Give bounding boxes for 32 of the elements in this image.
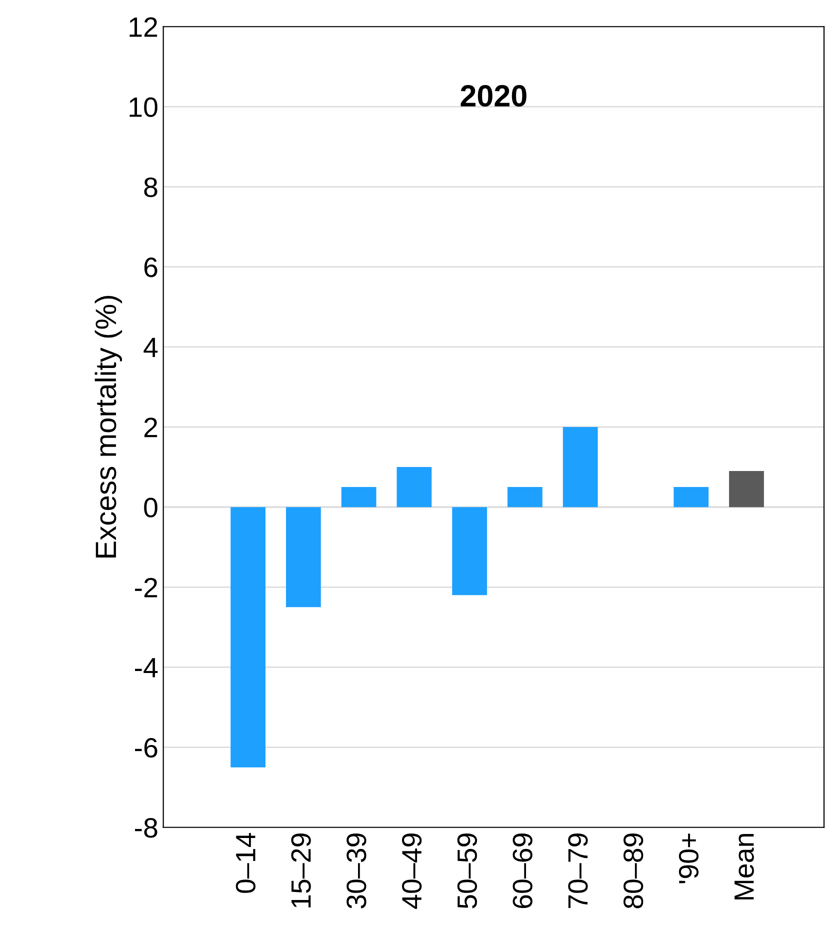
y-tick-label: -2 [134, 578, 158, 598]
y-tick-label: -8 [134, 818, 158, 838]
x-tick-label: Mean [734, 834, 754, 900]
y-tick-label: 10 [130, 97, 158, 118]
x-tick-label: '90+ [678, 834, 699, 884]
x-tick-label: 15–29 [291, 834, 311, 908]
x-tick-label: 0–14 [236, 833, 256, 893]
x-tick-label: 80–89 [624, 834, 644, 908]
y-tick-label: 12 [130, 17, 158, 37]
bar [674, 487, 709, 508]
y-tick-label: 4 [144, 338, 158, 357]
bar [286, 507, 321, 608]
text: 2020 [460, 85, 526, 107]
y-tick-label: 8 [144, 177, 158, 198]
bar [452, 507, 488, 596]
y-tick-label: 2 [144, 418, 158, 438]
y-axis-title: Excess mortality (%) [94, 296, 122, 558]
y-tick-label: 0 [144, 498, 158, 518]
bar [396, 467, 432, 508]
bar [562, 427, 598, 508]
x-tick-label: 50–59 [457, 834, 478, 908]
x-tick-label: 60–69 [512, 834, 532, 908]
x-tick-label: 40–49 [402, 834, 422, 909]
y-tick-label: 6 [144, 258, 158, 278]
x-tick-label: 30–39 [346, 834, 366, 908]
bar [230, 507, 266, 768]
y-tick-label: -4 [134, 658, 158, 678]
y-tick-label: -6 [134, 738, 158, 758]
bar [341, 487, 376, 508]
bar [729, 471, 764, 508]
bar [508, 487, 542, 508]
x-tick-label: 70–79 [568, 834, 588, 908]
